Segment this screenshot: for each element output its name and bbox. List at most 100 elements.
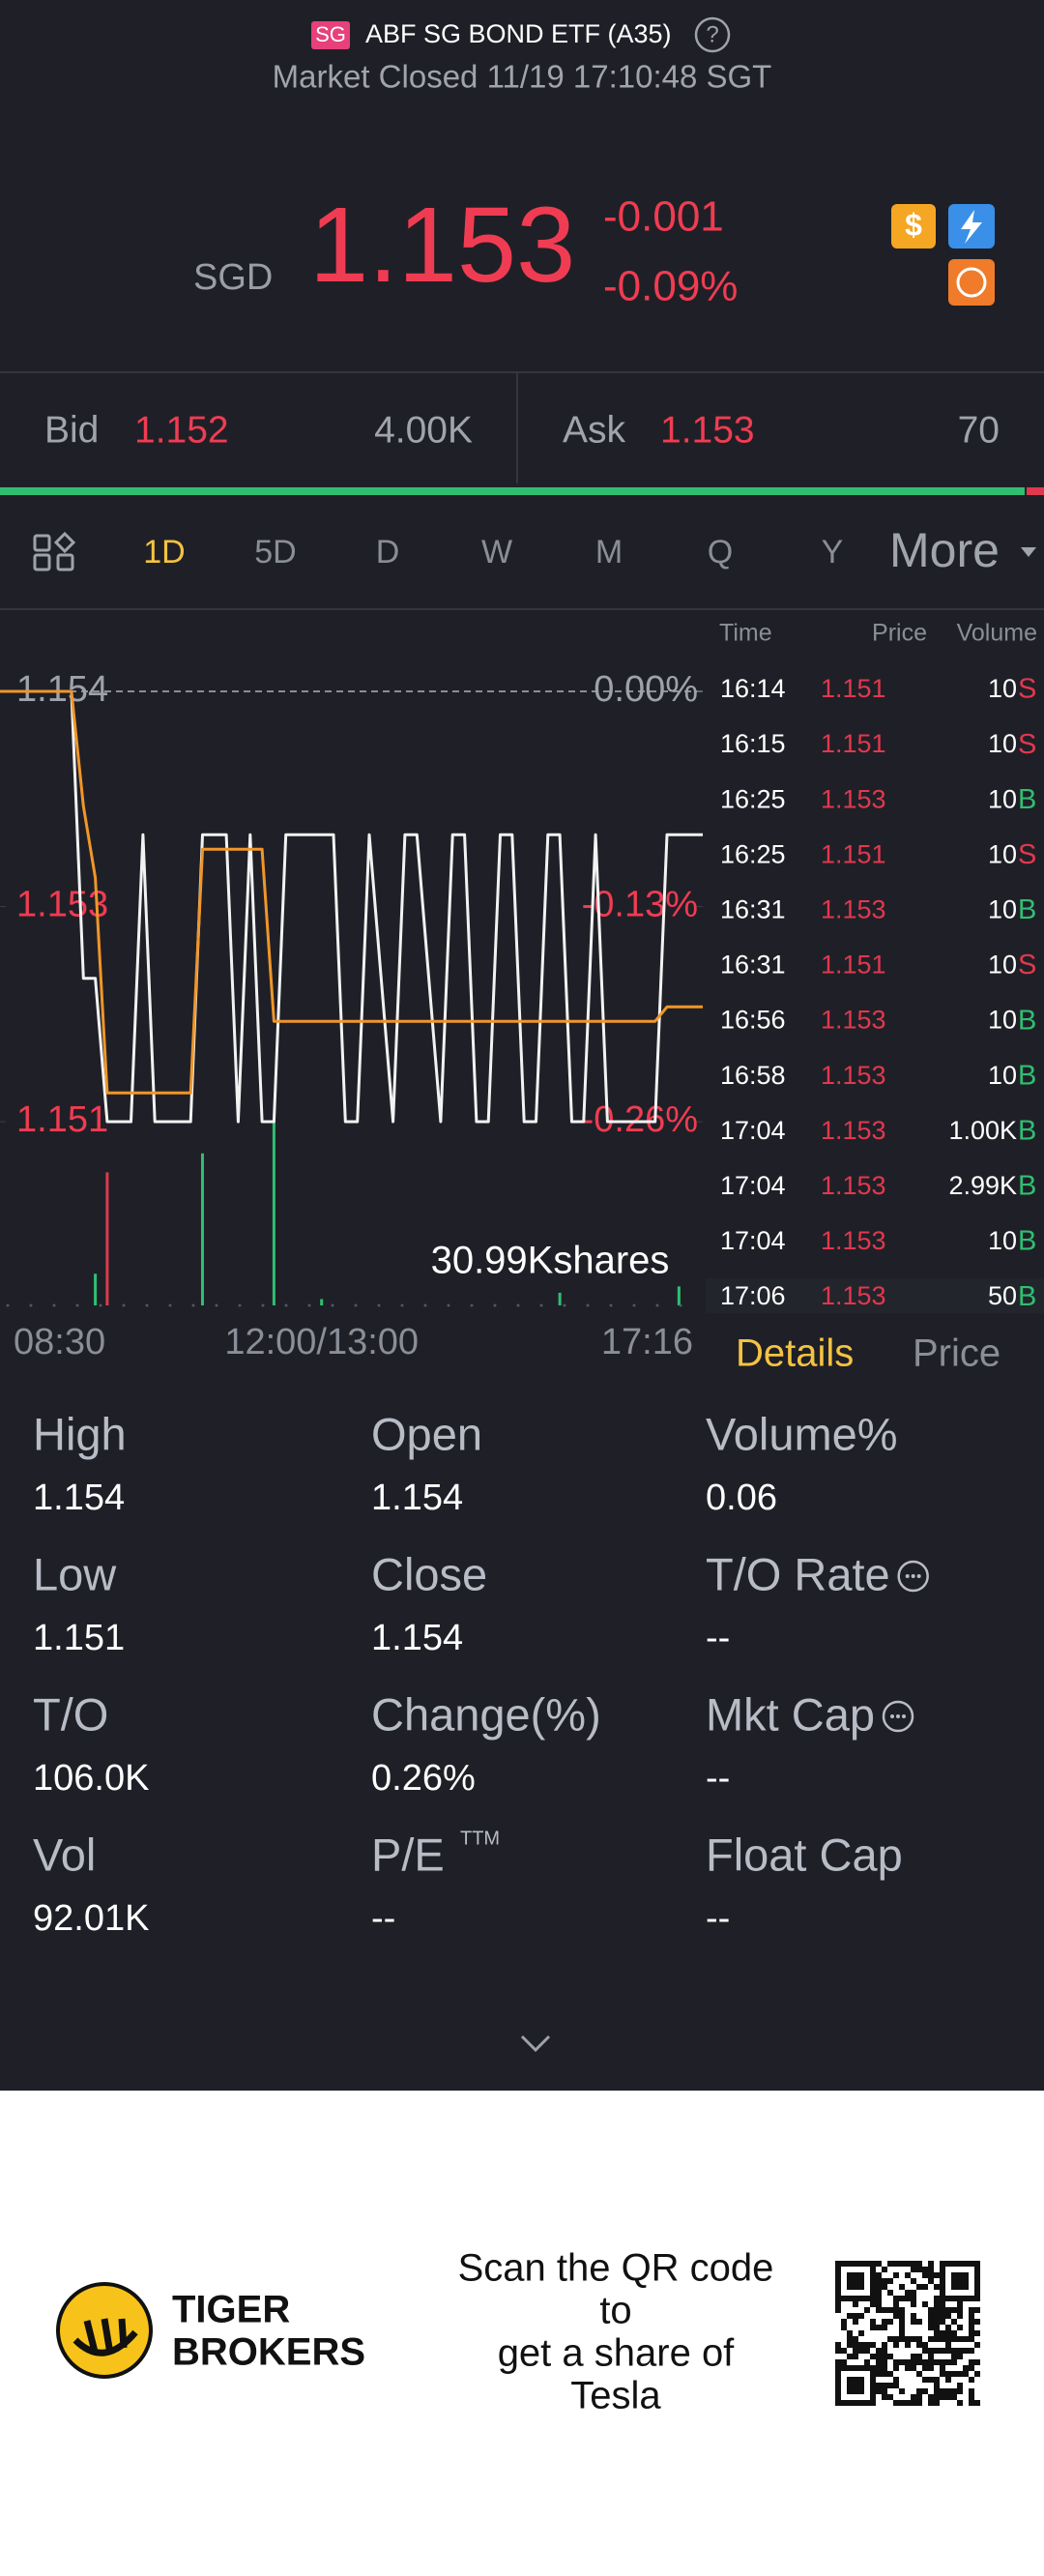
- qr-module: [934, 2336, 940, 2342]
- help-icon[interactable]: [694, 16, 731, 53]
- layout-icon[interactable]: [33, 531, 76, 571]
- axis-dot: [470, 1303, 474, 1307]
- bid-size: 4.00K: [374, 409, 473, 451]
- qr-module: [969, 2319, 974, 2325]
- qr-module: [922, 2388, 928, 2394]
- axis-dot: [377, 1303, 381, 1307]
- qr-module: [835, 2296, 841, 2301]
- brand-name: BROKERS: [172, 2331, 365, 2374]
- info-icon[interactable]: [897, 1560, 929, 1593]
- stat-value: 92.01K: [33, 1898, 149, 1939]
- axis-dot: [215, 1303, 218, 1307]
- qr-module: [940, 2296, 945, 2301]
- qr-module: [864, 2261, 870, 2267]
- tick-side: B: [1018, 1171, 1036, 1202]
- qr-module: [858, 2383, 864, 2388]
- qr-module: [893, 2365, 899, 2371]
- currency-icon[interactable]: [891, 204, 936, 249]
- qr-module: [841, 2296, 847, 2301]
- qr-module: [957, 2296, 963, 2301]
- market-badge-label: SG: [315, 22, 346, 46]
- axis-dot: [145, 1303, 149, 1307]
- qr-module: [847, 2342, 853, 2348]
- qr-module: [870, 2400, 876, 2406]
- detail-tab[interactable]: Details: [736, 1332, 854, 1375]
- qr-module: [928, 2278, 934, 2284]
- y2-tick-label: -0.26%: [582, 1099, 698, 1140]
- period-tab[interactable]: Y: [822, 534, 844, 571]
- stat-label: Mkt Cap: [706, 1688, 875, 1740]
- qr-module: [928, 2307, 934, 2313]
- qr-module: [945, 2377, 951, 2383]
- volume-scale-label: 30.99Kshares: [431, 1240, 670, 1282]
- qr-module: [928, 2354, 934, 2359]
- stat-label: Open: [371, 1408, 482, 1459]
- qr-module: [951, 2388, 957, 2394]
- axis-dot: [331, 1303, 334, 1307]
- brand-name: TIGER: [172, 2289, 290, 2331]
- y2-tick-label: 0.00%: [594, 669, 698, 710]
- qr-module: [847, 2296, 853, 2301]
- qr-module: [899, 2284, 905, 2290]
- qr-module: [928, 2319, 934, 2325]
- period-tab[interactable]: 1D: [143, 534, 185, 571]
- info-icon[interactable]: [882, 1700, 914, 1733]
- promo-text: get a share of: [498, 2332, 735, 2375]
- qr-module: [969, 2325, 974, 2330]
- period-tab[interactable]: 5D: [254, 534, 296, 571]
- qr-module: [957, 2371, 963, 2377]
- period-tab[interactable]: M: [595, 534, 623, 571]
- tick-volume: 1.00K: [948, 1116, 1017, 1145]
- qr-module: [899, 2388, 905, 2394]
- stat-label: Vol: [33, 1829, 96, 1880]
- qr-module: [882, 2342, 887, 2348]
- qr-module: [887, 2394, 893, 2400]
- stat-value: 1.154: [33, 1478, 125, 1518]
- period-tab[interactable]: D: [376, 534, 400, 571]
- qr-module: [847, 2354, 853, 2359]
- qr-module: [882, 2325, 887, 2330]
- qr-module: [934, 2388, 940, 2394]
- tick-time: 16:14: [720, 674, 786, 703]
- price-change-pct: -0.09%: [603, 263, 738, 310]
- stat-label: Low: [33, 1548, 117, 1599]
- ask-size: 70: [958, 409, 1000, 451]
- qr-module: [870, 2319, 876, 2325]
- tick-side: S: [1018, 839, 1036, 870]
- period-tab[interactable]: W: [481, 534, 512, 571]
- qr-module: [911, 2394, 916, 2400]
- qr-module: [963, 2284, 969, 2290]
- stat-label: Volume%: [706, 1408, 898, 1459]
- qr-module: [876, 2296, 882, 2301]
- promo-icon[interactable]: [948, 259, 995, 306]
- expand-chevron[interactable]: [520, 2034, 551, 2053]
- qr-module: [847, 2272, 853, 2278]
- tick-price: 1.153: [821, 895, 886, 924]
- qr-module: [853, 2400, 858, 2406]
- qr-module: [974, 2330, 980, 2336]
- qr-module: [911, 2336, 916, 2342]
- axis-dot: [679, 1303, 682, 1307]
- qr-module: [911, 2296, 916, 2301]
- x-tick-label: 08:30: [14, 1322, 105, 1362]
- qr-module: [847, 2400, 853, 2406]
- qr-module: [847, 2284, 853, 2290]
- qr-module: [847, 2313, 853, 2319]
- stat-label-superscript: TTM: [460, 1828, 500, 1849]
- qr-module: [847, 2388, 853, 2394]
- qr-module: [905, 2290, 911, 2296]
- stat-label: Change(%): [371, 1688, 601, 1740]
- qr-module: [835, 2278, 841, 2284]
- more-caret[interactable]: [1021, 547, 1036, 557]
- qr-module: [963, 2272, 969, 2278]
- info-icon-dot: [916, 1574, 921, 1578]
- promo-icon-glyph: [956, 267, 987, 298]
- tick-price: 1.153: [821, 784, 886, 813]
- qr-module: [899, 2336, 905, 2342]
- qr-module: [841, 2325, 847, 2330]
- detail-tab[interactable]: Price: [913, 1332, 1000, 1375]
- period-tab[interactable]: Q: [708, 534, 733, 571]
- qr-module: [940, 2394, 945, 2400]
- period-tab[interactable]: More: [889, 523, 1000, 577]
- axis-dot: [284, 1303, 288, 1307]
